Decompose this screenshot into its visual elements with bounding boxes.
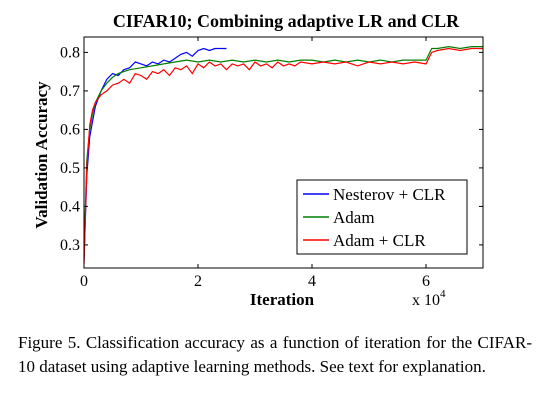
legend-label-0: Nesterov + CLR <box>333 185 446 204</box>
y-tick-label-4: 0.7 <box>60 83 80 100</box>
x-tick-label-0: 0 <box>80 273 88 290</box>
legend-label-1: Adam <box>333 208 375 227</box>
caption-line-3: explanation. <box>402 357 486 376</box>
y-tick-label-0: 0.3 <box>60 237 80 254</box>
chart-title: CIFAR10; Combining adaptive LR and CLR <box>113 11 460 31</box>
x-tick-label-2: 4 <box>308 273 316 290</box>
y-axis-label: Validation Accuracy <box>32 81 51 229</box>
y-tick-label-5: 0.8 <box>60 44 80 61</box>
y-tick-label-3: 0.6 <box>60 121 80 138</box>
legend: Nesterov + CLR Adam Adam + CLR <box>297 180 467 254</box>
y-tick-label-2: 0.5 <box>60 160 80 177</box>
accuracy-chart: CIFAR10; Combining adaptive LR and CLR 0… <box>0 0 537 330</box>
x-axis-multiplier-base: x 10 <box>412 292 440 309</box>
x-axis-label: Iteration <box>250 290 315 309</box>
x-axis-multiplier-exponent: 4 <box>440 288 446 300</box>
figure-caption: Figure 5. Classification accuracy as a f… <box>18 331 532 379</box>
x-axis-multiplier: x 104 <box>412 288 446 309</box>
series-line-0 <box>84 49 227 261</box>
x-tick-label-1: 2 <box>194 273 202 290</box>
y-tick-label-1: 0.4 <box>60 198 80 215</box>
x-tick-label-3: 6 <box>422 273 430 290</box>
caption-line-1: Figure 5. Classification accuracy as a f… <box>18 333 472 352</box>
legend-label-2: Adam + CLR <box>333 231 426 250</box>
